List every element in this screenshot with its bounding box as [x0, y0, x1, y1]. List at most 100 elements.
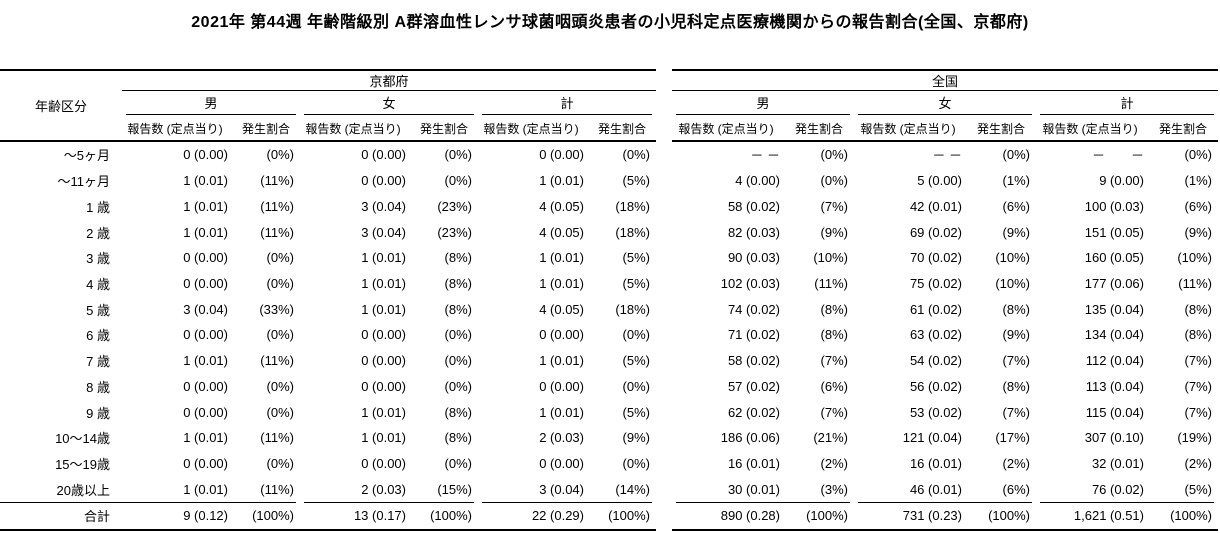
group-header-national: 全国 [931, 73, 958, 89]
national-total-header: 計 [1120, 96, 1134, 111]
report-count-cell: 731 (0.23) [902, 508, 962, 523]
group-header-kyoto: 京都府 [369, 73, 409, 89]
report-count-cell: 0 (0.00) [183, 404, 228, 420]
report-count-cell: 135 (0.04) [1084, 301, 1144, 317]
rate-cell: (9%) [1184, 224, 1212, 240]
report-count-cell: 54 (0.02) [909, 353, 962, 369]
rate-cell: (100%) [806, 508, 848, 523]
rate-cell: (8%) [1002, 301, 1030, 317]
report-count-header: 報告数 (定点当り) [127, 121, 223, 136]
table-top-rule-right [672, 69, 1218, 71]
rate-cell: (0%) [820, 147, 848, 163]
report-count-cell: 70 (0.02) [909, 250, 962, 266]
report-count-cell: 1 (0.01) [361, 275, 406, 291]
age-cell: 10～14歳 [55, 431, 110, 447]
report-count-cell: 186 (0.06) [720, 430, 780, 446]
rate-cell: (0%) [444, 327, 472, 343]
report-count-cell: 3 (0.04) [183, 301, 228, 317]
rate-cell: (0%) [622, 147, 650, 163]
rate-cell: (100%) [252, 508, 294, 523]
rate-cell: (0%) [266, 455, 294, 471]
report-count-cell: 0 (0.00) [539, 455, 584, 471]
table-row: 6 歳 0 (0.00) (0%) 0 (0.00) (0%) 0 (0.00)… [0, 322, 1220, 348]
report-count-cell: 58 (0.02) [727, 198, 780, 214]
report-count-cell: 62 (0.02) [727, 404, 780, 420]
rate-cell: (8%) [820, 327, 848, 343]
age-cell: 7 歳 [86, 354, 110, 370]
kyoto-female-underline [304, 114, 474, 115]
rate-header: 発生割合 [597, 121, 646, 136]
rate-cell: (100%) [988, 508, 1030, 523]
report-count-cell: 890 (0.28) [720, 508, 780, 523]
report-count-cell: 76 (0.02) [1091, 481, 1144, 497]
rate-header: 発生割合 [419, 121, 468, 136]
age-cell: 2 歳 [86, 225, 110, 241]
report-count-cell: 4 (0.00) [735, 173, 780, 189]
rate-cell: (0%) [622, 455, 650, 471]
report-count-header: 報告数 (定点当り) [860, 121, 956, 136]
group-header-row: 京都府 全国 [0, 70, 1218, 90]
rate-cell: (0%) [266, 275, 294, 291]
report-count-cell: 1 (0.01) [183, 224, 228, 240]
rate-cell: (0%) [266, 327, 294, 343]
report-count-cell: 151 (0.05) [1084, 224, 1144, 240]
national-male-underline [676, 114, 850, 115]
report-count-cell: 1 (0.01) [183, 173, 228, 189]
report-count-cell: － － [1091, 148, 1144, 164]
report-count-cell: 3 (0.04) [361, 224, 406, 240]
rate-cell: (7%) [820, 353, 848, 369]
report-count-cell: 90 (0.03) [727, 250, 780, 266]
table-row: 2 歳 1 (0.01) (11%) 3 (0.04) (23%) 4 (0.0… [0, 219, 1220, 245]
age-cell: 合計 [83, 509, 110, 524]
report-count-cell: 0 (0.00) [183, 250, 228, 266]
report-count-cell: 75 (0.02) [909, 275, 962, 291]
report-count-cell: 1 (0.01) [361, 250, 406, 266]
national-group-underline [672, 90, 1218, 91]
rate-cell: (23%) [437, 224, 472, 240]
rate-cell: (11%) [260, 173, 294, 189]
report-count-cell: 160 (0.05) [1084, 250, 1144, 266]
rate-cell: (2%) [1184, 455, 1212, 471]
rate-cell: (8%) [1184, 327, 1212, 343]
age-cell: ～11ヶ月 [57, 174, 111, 190]
rate-cell: (11%) [260, 198, 294, 214]
rate-cell: (8%) [820, 301, 848, 317]
table-row: 10～14歳 1 (0.01) (11%) 1 (0.01) (8%) 2 (0… [0, 425, 1220, 451]
rate-cell: (2%) [1002, 455, 1030, 471]
age-cell: 1 歳 [86, 199, 110, 215]
rate-cell: (10%) [1177, 250, 1212, 266]
report-count-cell: － － [932, 148, 962, 164]
rate-cell: (11%) [260, 481, 294, 497]
age-cell: 4 歳 [86, 276, 110, 292]
rate-cell: (0%) [820, 173, 848, 189]
age-cell: 15～19歳 [55, 456, 110, 472]
report-count-cell: 16 (0.01) [727, 455, 780, 471]
rate-cell: (11%) [260, 353, 294, 369]
report-count-cell: 0 (0.00) [361, 378, 406, 394]
rate-header: 発生割合 [1158, 121, 1207, 136]
rate-cell: (8%) [1002, 378, 1030, 394]
report-count-cell: 71 (0.02) [727, 327, 780, 343]
rate-cell: (7%) [1184, 378, 1212, 394]
rate-cell: (5%) [622, 250, 650, 266]
rate-cell: (0%) [444, 147, 472, 163]
report-count-cell: 0 (0.00) [183, 455, 228, 471]
table-row: 3 歳 0 (0.00) (0%) 1 (0.01) (8%) 1 (0.01)… [0, 245, 1220, 271]
report-count-cell: 1 (0.01) [183, 481, 228, 497]
report-count-header: 報告数 (定点当り) [678, 121, 774, 136]
total-separator-3 [482, 502, 652, 503]
rate-cell: (0%) [1184, 147, 1212, 163]
report-count-cell: 0 (0.00) [183, 147, 228, 163]
rate-cell: (6%) [1184, 198, 1212, 214]
rate-cell: (7%) [820, 404, 848, 420]
report-count-cell: 0 (0.00) [361, 353, 406, 369]
report-count-cell: 0 (0.00) [183, 327, 228, 343]
rate-cell: (9%) [1002, 224, 1030, 240]
report-count-cell: 0 (0.00) [361, 147, 406, 163]
column-header-row: 報告数 (定点当り) 発生割合 報告数 (定点当り) 発生割合 報告数 (定点当… [0, 115, 1218, 141]
table-row: 1 歳 1 (0.01) (11%) 3 (0.04) (23%) 4 (0.0… [0, 193, 1220, 219]
rate-cell: (2%) [820, 455, 848, 471]
table-row: 4 歳 0 (0.00) (0%) 1 (0.01) (8%) 1 (0.01)… [0, 271, 1220, 297]
report-count-cell: 102 (0.03) [720, 275, 780, 291]
